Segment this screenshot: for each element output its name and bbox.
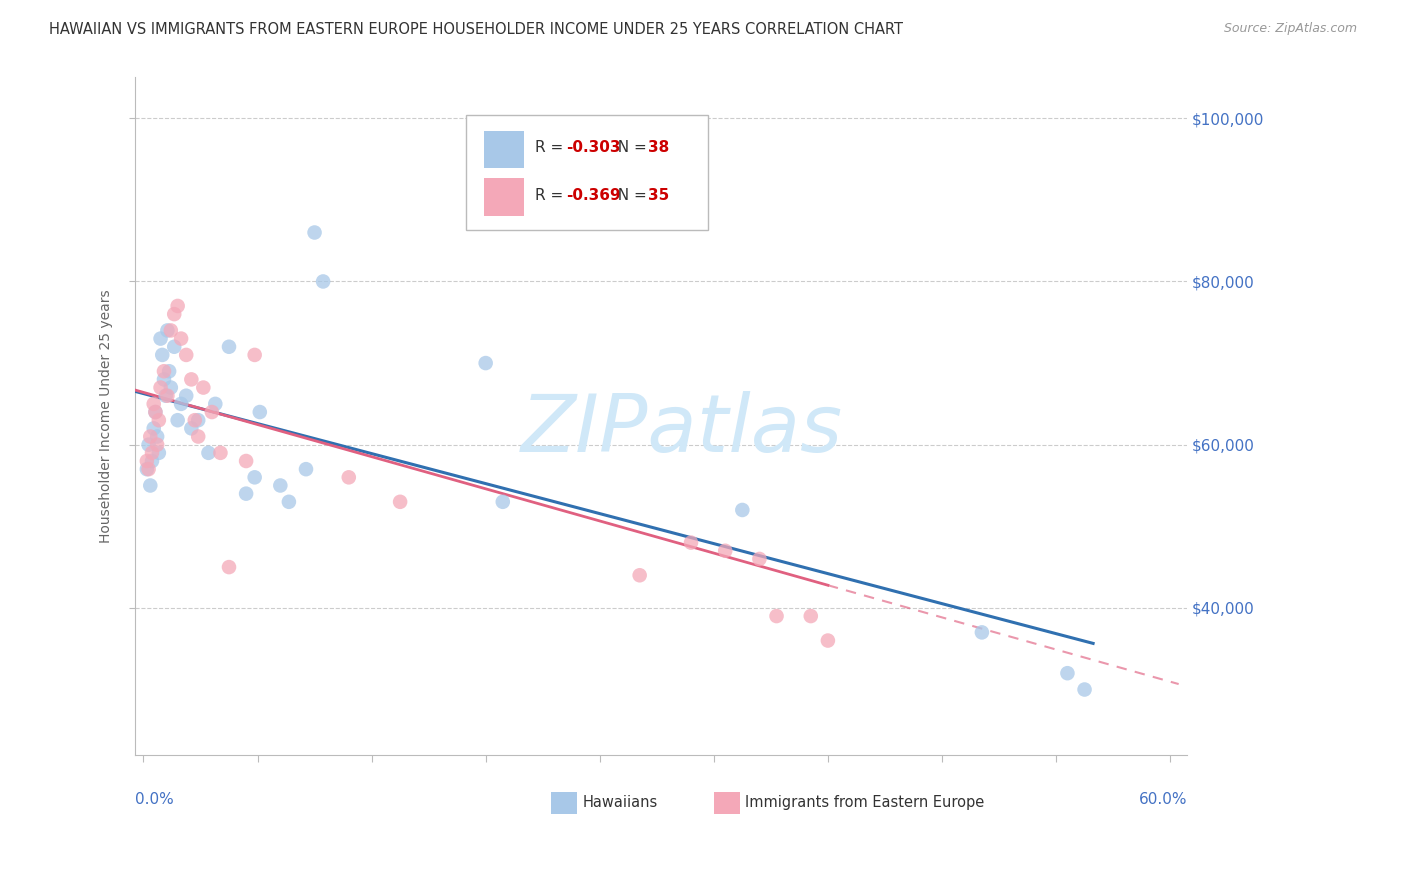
Point xyxy=(235,454,257,468)
Point xyxy=(139,478,162,492)
Point xyxy=(150,348,173,362)
Point xyxy=(218,340,240,354)
Point xyxy=(149,380,172,394)
Point xyxy=(149,332,172,346)
Text: -0.369: -0.369 xyxy=(567,188,621,202)
Point xyxy=(159,380,181,394)
Point xyxy=(243,470,266,484)
FancyBboxPatch shape xyxy=(467,115,709,230)
Point xyxy=(628,568,651,582)
Text: 60.0%: 60.0% xyxy=(1139,792,1187,807)
Point xyxy=(148,413,170,427)
Point xyxy=(312,275,335,289)
Text: R =: R = xyxy=(534,140,568,155)
Point xyxy=(218,560,240,574)
Point xyxy=(159,323,181,337)
Point xyxy=(148,446,170,460)
Point xyxy=(765,609,787,624)
Point xyxy=(187,429,209,443)
Point xyxy=(156,323,179,337)
Point xyxy=(184,413,207,427)
Point xyxy=(170,397,193,411)
Text: Immigrants from Eastern Europe: Immigrants from Eastern Europe xyxy=(745,796,984,811)
Text: HAWAIIAN VS IMMIGRANTS FROM EASTERN EUROPE HOUSEHOLDER INCOME UNDER 25 YEARS COR: HAWAIIAN VS IMMIGRANTS FROM EASTERN EURO… xyxy=(49,22,903,37)
Point xyxy=(243,348,266,362)
Point xyxy=(277,495,299,509)
Point xyxy=(337,470,360,484)
Point xyxy=(141,446,163,460)
Point xyxy=(180,372,202,386)
Point xyxy=(748,552,770,566)
Point xyxy=(197,446,219,460)
Point xyxy=(153,364,176,378)
Point xyxy=(389,495,412,509)
Point xyxy=(156,389,179,403)
Point xyxy=(145,405,167,419)
Point xyxy=(145,405,167,419)
Point xyxy=(193,380,215,394)
Point xyxy=(249,405,271,419)
Point xyxy=(1073,682,1095,697)
Point xyxy=(209,446,232,460)
Point xyxy=(135,454,157,468)
Point xyxy=(138,462,160,476)
Text: -0.303: -0.303 xyxy=(567,140,621,155)
Text: ZIPatlas: ZIPatlas xyxy=(522,391,844,468)
Text: Source: ZipAtlas.com: Source: ZipAtlas.com xyxy=(1223,22,1357,36)
Point xyxy=(142,397,165,411)
Point xyxy=(139,429,162,443)
Point xyxy=(679,535,702,549)
Point xyxy=(180,421,202,435)
Point xyxy=(817,633,839,648)
Point xyxy=(142,421,165,435)
FancyBboxPatch shape xyxy=(484,178,524,216)
Text: Hawaiians: Hawaiians xyxy=(582,796,658,811)
Text: 38: 38 xyxy=(648,140,669,155)
Text: 35: 35 xyxy=(648,188,669,202)
Point xyxy=(153,372,176,386)
Point xyxy=(492,495,515,509)
Point xyxy=(146,429,169,443)
Point xyxy=(800,609,823,624)
Point xyxy=(141,454,163,468)
Point xyxy=(187,413,209,427)
Point xyxy=(295,462,318,476)
Text: R =: R = xyxy=(534,188,568,202)
Point xyxy=(269,478,291,492)
Point xyxy=(138,438,160,452)
Point xyxy=(204,397,226,411)
Point xyxy=(163,340,186,354)
Point xyxy=(135,462,157,476)
Text: 0.0%: 0.0% xyxy=(135,792,173,807)
Point xyxy=(1056,666,1078,681)
Point xyxy=(731,503,754,517)
Point xyxy=(174,389,197,403)
FancyBboxPatch shape xyxy=(484,131,524,169)
Point xyxy=(166,299,188,313)
Point xyxy=(235,486,257,500)
Point xyxy=(201,405,224,419)
Point xyxy=(157,364,180,378)
Point xyxy=(166,413,188,427)
FancyBboxPatch shape xyxy=(551,792,576,814)
Point xyxy=(970,625,993,640)
Point xyxy=(174,348,197,362)
Y-axis label: Householder Income Under 25 years: Householder Income Under 25 years xyxy=(100,289,114,543)
Point xyxy=(170,332,193,346)
Text: N =: N = xyxy=(609,140,652,155)
Point xyxy=(146,438,169,452)
Text: N =: N = xyxy=(609,188,652,202)
FancyBboxPatch shape xyxy=(714,792,740,814)
Point xyxy=(304,226,326,240)
Point xyxy=(714,543,737,558)
Point xyxy=(509,177,531,191)
Point xyxy=(474,356,496,370)
Point xyxy=(155,389,177,403)
Point xyxy=(163,307,186,321)
